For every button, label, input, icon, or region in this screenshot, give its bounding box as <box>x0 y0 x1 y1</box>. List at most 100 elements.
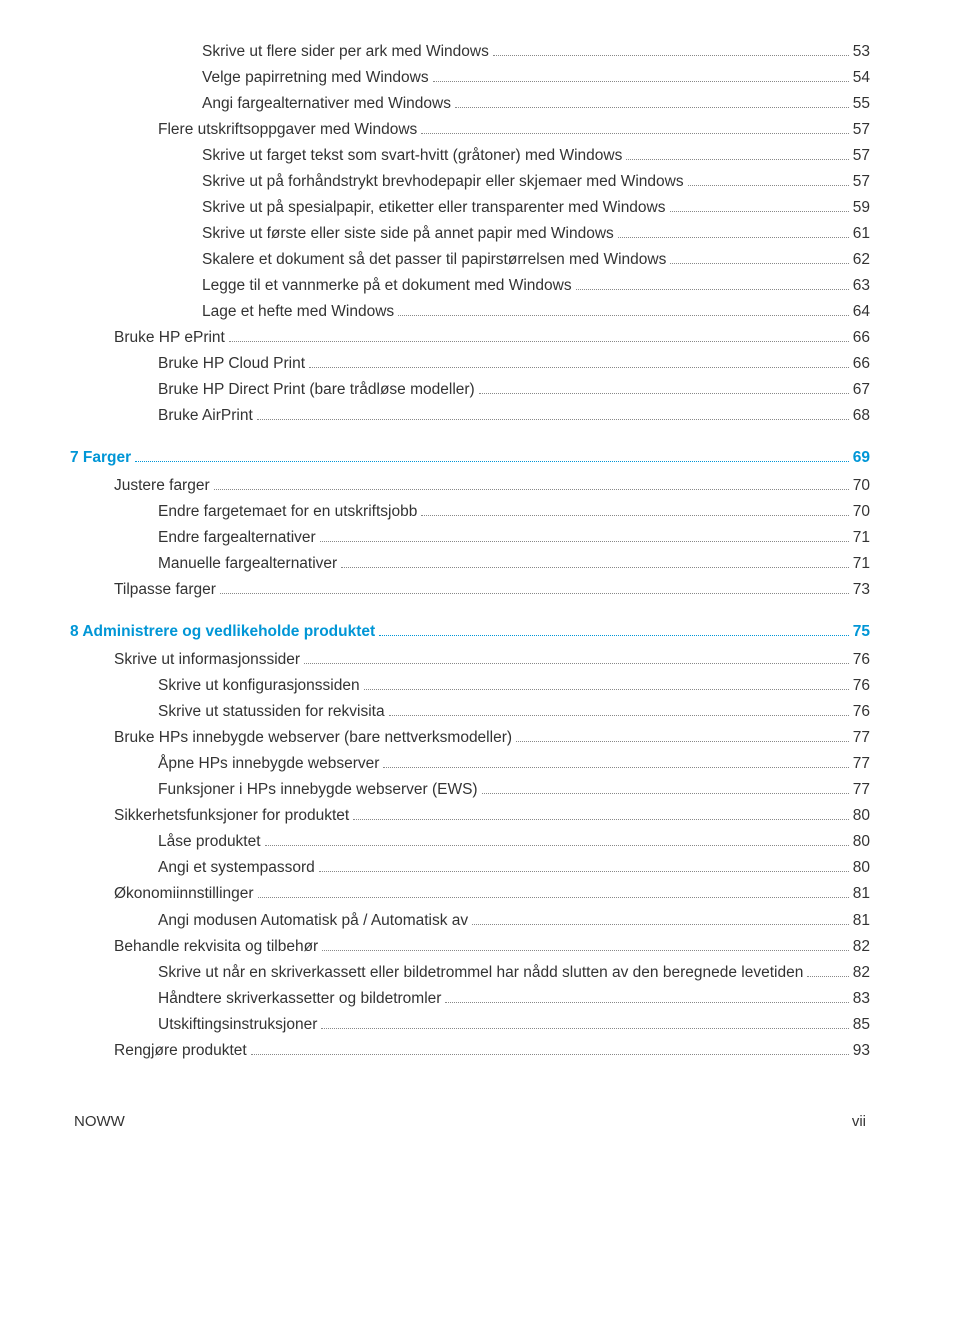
toc-entry-page: 54 <box>853 66 870 90</box>
toc-leader-dots <box>576 289 849 290</box>
toc-leader-dots <box>389 715 849 716</box>
toc-leader-dots <box>304 663 849 664</box>
toc-leader-dots <box>251 1054 849 1055</box>
toc-entry[interactable]: Skrive ut farget tekst som svart-hvitt (… <box>70 144 870 168</box>
toc-entry-page: 66 <box>853 326 870 350</box>
toc-entry[interactable]: Åpne HPs innebygde webserver77 <box>70 752 870 776</box>
toc-entry[interactable]: Flere utskriftsoppgaver med Windows57 <box>70 118 870 142</box>
toc-entry-label: Skalere et dokument så det passer til pa… <box>202 248 666 272</box>
toc-leader-dots <box>379 635 849 636</box>
toc-entry[interactable]: Lage et hefte med Windows64 <box>70 300 870 324</box>
toc-entry-label: Åpne HPs innebygde webserver <box>158 752 379 776</box>
toc-entry[interactable]: Rengjøre produktet93 <box>70 1039 870 1063</box>
toc-entry-page: 69 <box>853 446 870 470</box>
toc-entry[interactable]: Bruke HP Cloud Print 66 <box>70 352 870 376</box>
toc-entry-label: Skrive ut første eller siste side på ann… <box>202 222 614 246</box>
toc-leader-dots <box>482 793 849 794</box>
toc-leader-dots <box>807 976 848 977</box>
toc-entry-label: Legge til et vannmerke på et dokument me… <box>202 274 572 298</box>
toc-leader-dots <box>516 741 849 742</box>
toc-leader-dots <box>353 819 849 820</box>
toc-entry-label: Justere farger <box>114 474 210 498</box>
toc-entry[interactable]: Låse produktet80 <box>70 830 870 854</box>
toc-entry-label: Endre fargetemaet for en utskriftsjobb <box>158 500 417 524</box>
toc-entry[interactable]: Skrive ut på spesialpapir, etiketter ell… <box>70 196 870 220</box>
toc-entry[interactable]: Angi et systempassord80 <box>70 856 870 880</box>
toc-leader-dots <box>364 689 849 690</box>
toc-entry-label: Tilpasse farger <box>114 578 216 602</box>
toc-entry-label: Bruke HP Cloud Print <box>158 352 305 376</box>
toc-entry-page: 76 <box>853 700 870 724</box>
toc-entry-page: 57 <box>853 144 870 168</box>
toc-entry[interactable]: Skalere et dokument så det passer til pa… <box>70 248 870 272</box>
toc-entry-page: 76 <box>853 648 870 672</box>
page-footer: NOWW vii <box>70 1113 870 1130</box>
toc-entry-page: 83 <box>853 987 870 1011</box>
toc-leader-dots <box>341 567 849 568</box>
toc-leader-dots <box>421 515 848 516</box>
toc-entry-page: 82 <box>853 961 870 985</box>
toc-entry[interactable]: Manuelle fargealternativer71 <box>70 552 870 576</box>
toc-entry[interactable]: Økonomiinnstillinger81 <box>70 882 870 906</box>
toc-entry-page: 82 <box>853 935 870 959</box>
toc-entry[interactable]: Utskiftingsinstruksjoner 85 <box>70 1013 870 1037</box>
toc-leader-dots <box>626 159 848 160</box>
toc-entry-page: 76 <box>853 674 870 698</box>
toc-entry[interactable]: Funksjoner i HPs innebygde webserver (EW… <box>70 778 870 802</box>
toc-entry[interactable]: Angi modusen Automatisk på / Automatisk … <box>70 909 870 933</box>
toc-entry-label: Skrive ut konfigurasjonssiden <box>158 674 360 698</box>
toc-entry[interactable]: Behandle rekvisita og tilbehør 82 <box>70 935 870 959</box>
toc-entry-label: Sikkerhetsfunksjoner for produktet <box>114 804 349 828</box>
toc-entry[interactable]: Skrive ut flere sider per ark med Window… <box>70 40 870 64</box>
toc-entry[interactable]: Endre fargetemaet for en utskriftsjobb 70 <box>70 500 870 524</box>
toc-entry[interactable]: Endre fargealternativer71 <box>70 526 870 550</box>
toc-entry[interactable]: Legge til et vannmerke på et dokument me… <box>70 274 870 298</box>
toc-entry[interactable]: Justere farger70 <box>70 474 870 498</box>
toc-entry-page: 73 <box>853 578 870 602</box>
toc-entry[interactable]: Sikkerhetsfunksjoner for produktet 80 <box>70 804 870 828</box>
toc-leader-dots <box>320 541 849 542</box>
toc-leader-dots <box>493 55 849 56</box>
toc-entry[interactable]: Skrive ut på forhåndstrykt brevhodepapir… <box>70 170 870 194</box>
toc-leader-dots <box>688 185 849 186</box>
toc-entry-page: 75 <box>853 620 870 644</box>
toc-entry-label: Behandle rekvisita og tilbehør <box>114 935 318 959</box>
toc-entry-page: 71 <box>853 526 870 550</box>
toc-entry-label: Angi fargealternativer med Windows <box>202 92 451 116</box>
toc-leader-dots <box>135 461 849 462</box>
toc-entry[interactable]: Skrive ut første eller siste side på ann… <box>70 222 870 246</box>
toc-entry[interactable]: Velge papirretning med Windows54 <box>70 66 870 90</box>
toc-entry[interactable]: Tilpasse farger 73 <box>70 578 870 602</box>
toc-entry-page: 63 <box>853 274 870 298</box>
toc-entry-page: 70 <box>853 500 870 524</box>
toc-leader-dots <box>322 950 849 951</box>
toc-section-heading[interactable]: 8 Administrere og vedlikeholde produktet… <box>70 620 870 644</box>
toc-entry-label: Funksjoner i HPs innebygde webserver (EW… <box>158 778 478 802</box>
toc-entry-page: 85 <box>853 1013 870 1037</box>
toc-entry[interactable]: Bruke HP ePrint66 <box>70 326 870 350</box>
toc-entry[interactable]: Skrive ut informasjonssider76 <box>70 648 870 672</box>
toc-entry-label: Håndtere skriverkassetter og bildetromle… <box>158 987 441 1011</box>
toc-entry[interactable]: Bruke AirPrint68 <box>70 404 870 428</box>
toc-entry[interactable]: Skrive ut statussiden for rekvisita 76 <box>70 700 870 724</box>
toc-entry-page: 66 <box>853 352 870 376</box>
toc-entry-label: Økonomiinnstillinger <box>114 882 254 906</box>
toc-leader-dots <box>258 897 849 898</box>
toc-entry[interactable]: Skrive ut når en skriverkassett eller bi… <box>70 961 870 985</box>
toc-entry[interactable]: Bruke HP Direct Print (bare trådløse mod… <box>70 378 870 402</box>
toc-entry[interactable]: Bruke HPs innebygde webserver (bare nett… <box>70 726 870 750</box>
toc-entry[interactable]: Håndtere skriverkassetter og bildetromle… <box>70 987 870 1011</box>
toc-leader-dots <box>472 924 849 925</box>
toc-entry-label: Skrive ut statussiden for rekvisita <box>158 700 385 724</box>
toc-leader-dots <box>321 1028 848 1029</box>
toc-section-heading[interactable]: 7 Farger69 <box>70 446 870 470</box>
toc-entry-page: 93 <box>853 1039 870 1063</box>
toc-entry-page: 53 <box>853 40 870 64</box>
toc-entry-label: Utskiftingsinstruksjoner <box>158 1013 317 1037</box>
toc-entry-page: 80 <box>853 804 870 828</box>
toc-leader-dots <box>265 845 849 846</box>
toc-entry[interactable]: Skrive ut konfigurasjonssiden 76 <box>70 674 870 698</box>
toc-entry[interactable]: Angi fargealternativer med Windows55 <box>70 92 870 116</box>
toc-leader-dots <box>421 133 848 134</box>
toc-leader-dots <box>309 367 849 368</box>
